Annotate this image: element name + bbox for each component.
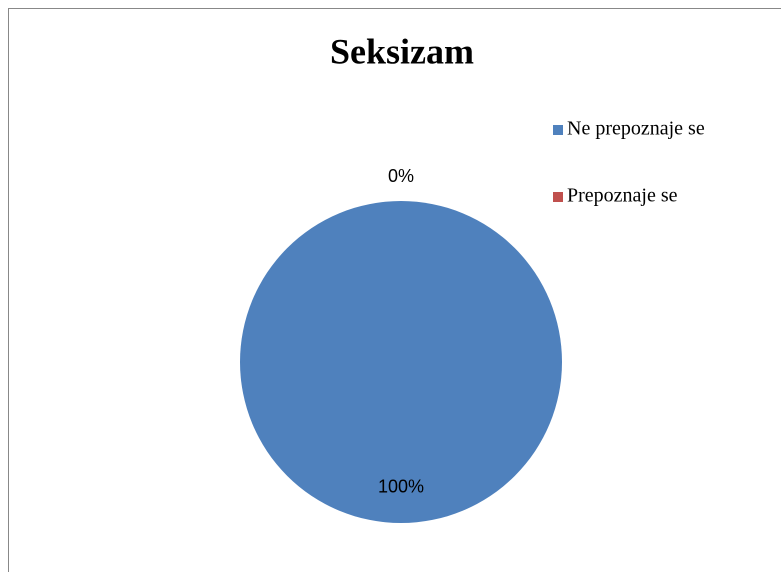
legend-label: Ne prepoznaje se	[567, 118, 705, 140]
data-label: 100%	[378, 476, 424, 496]
legend-swatch	[553, 125, 563, 135]
chart-title: Seksizam	[330, 31, 474, 71]
pie-slice	[240, 201, 562, 523]
data-label: 0%	[388, 166, 414, 186]
legend-swatch	[553, 192, 563, 202]
legend-label: Prepoznaje se	[567, 185, 678, 207]
